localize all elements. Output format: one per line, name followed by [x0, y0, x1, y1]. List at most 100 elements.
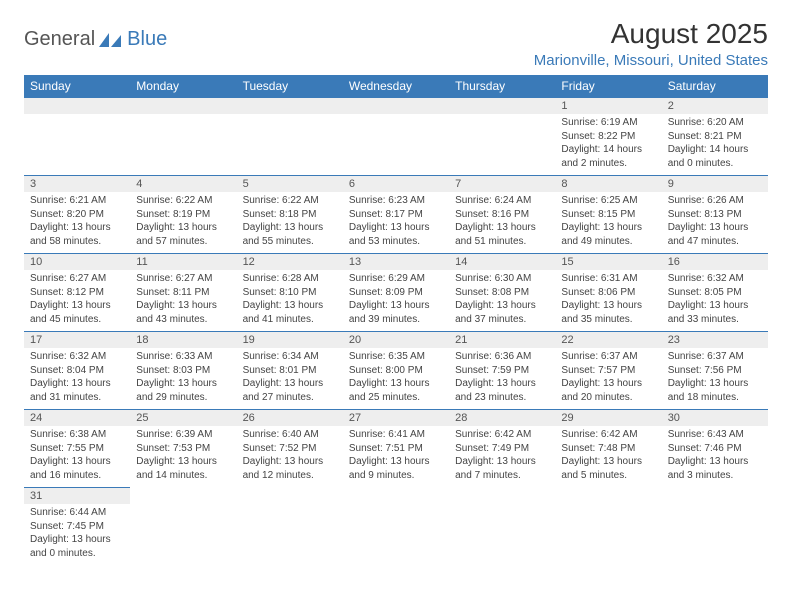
day-details: Sunrise: 6:22 AMSunset: 8:19 PMDaylight:…: [130, 192, 236, 252]
sunset-text: Sunset: 8:15 PM: [561, 208, 655, 222]
sunset-text: Sunset: 8:16 PM: [455, 208, 549, 222]
calendar-day-cell: 29Sunrise: 6:42 AMSunset: 7:48 PMDayligh…: [555, 410, 661, 488]
calendar-day-cell: [662, 488, 768, 566]
weekday-header: Monday: [130, 75, 236, 98]
daylight-text: Daylight: 13 hours and 7 minutes.: [455, 455, 549, 482]
day-details: Sunrise: 6:30 AMSunset: 8:08 PMDaylight:…: [449, 270, 555, 330]
calendar-day-cell: 3Sunrise: 6:21 AMSunset: 8:20 PMDaylight…: [24, 176, 130, 254]
daylight-text: Daylight: 13 hours and 23 minutes.: [455, 377, 549, 404]
day-details: Sunrise: 6:27 AMSunset: 8:11 PMDaylight:…: [130, 270, 236, 330]
day-number: 11: [130, 254, 236, 270]
day-details: Sunrise: 6:35 AMSunset: 8:00 PMDaylight:…: [343, 348, 449, 408]
sunset-text: Sunset: 8:09 PM: [349, 286, 443, 300]
calendar-week-row: 10Sunrise: 6:27 AMSunset: 8:12 PMDayligh…: [24, 254, 768, 332]
sunrise-text: Sunrise: 6:29 AM: [349, 272, 443, 286]
day-number: 19: [237, 332, 343, 348]
calendar-week-row: 31Sunrise: 6:44 AMSunset: 7:45 PMDayligh…: [24, 488, 768, 566]
sunrise-text: Sunrise: 6:32 AM: [30, 350, 124, 364]
day-number: 24: [24, 410, 130, 426]
day-details: Sunrise: 6:39 AMSunset: 7:53 PMDaylight:…: [130, 426, 236, 486]
calendar-header-row: SundayMondayTuesdayWednesdayThursdayFrid…: [24, 75, 768, 98]
calendar-day-cell: 30Sunrise: 6:43 AMSunset: 7:46 PMDayligh…: [662, 410, 768, 488]
sunrise-text: Sunrise: 6:23 AM: [349, 194, 443, 208]
day-details: Sunrise: 6:20 AMSunset: 8:21 PMDaylight:…: [662, 114, 768, 174]
sunrise-text: Sunrise: 6:33 AM: [136, 350, 230, 364]
daylight-text: Daylight: 13 hours and 5 minutes.: [561, 455, 655, 482]
calendar-day-cell: 22Sunrise: 6:37 AMSunset: 7:57 PMDayligh…: [555, 332, 661, 410]
calendar-day-cell: 20Sunrise: 6:35 AMSunset: 8:00 PMDayligh…: [343, 332, 449, 410]
day-details: Sunrise: 6:36 AMSunset: 7:59 PMDaylight:…: [449, 348, 555, 408]
day-number: 10: [24, 254, 130, 270]
calendar-day-cell: 16Sunrise: 6:32 AMSunset: 8:05 PMDayligh…: [662, 254, 768, 332]
day-details: Sunrise: 6:29 AMSunset: 8:09 PMDaylight:…: [343, 270, 449, 330]
day-number: 17: [24, 332, 130, 348]
day-number: 25: [130, 410, 236, 426]
sunset-text: Sunset: 8:22 PM: [561, 130, 655, 144]
day-details: Sunrise: 6:32 AMSunset: 8:04 PMDaylight:…: [24, 348, 130, 408]
day-details: Sunrise: 6:40 AMSunset: 7:52 PMDaylight:…: [237, 426, 343, 486]
day-details: Sunrise: 6:21 AMSunset: 8:20 PMDaylight:…: [24, 192, 130, 252]
calendar-day-cell: [237, 98, 343, 176]
day-number: 30: [662, 410, 768, 426]
sunset-text: Sunset: 8:06 PM: [561, 286, 655, 300]
calendar-day-cell: 18Sunrise: 6:33 AMSunset: 8:03 PMDayligh…: [130, 332, 236, 410]
day-details: Sunrise: 6:41 AMSunset: 7:51 PMDaylight:…: [343, 426, 449, 486]
day-number: 3: [24, 176, 130, 192]
day-number: 6: [343, 176, 449, 192]
daylight-text: Daylight: 13 hours and 29 minutes.: [136, 377, 230, 404]
day-number: 31: [24, 488, 130, 504]
day-details: Sunrise: 6:31 AMSunset: 8:06 PMDaylight:…: [555, 270, 661, 330]
brand-text-blue: Blue: [127, 28, 167, 51]
day-number: 15: [555, 254, 661, 270]
calendar-day-cell: [343, 98, 449, 176]
sunset-text: Sunset: 7:49 PM: [455, 442, 549, 456]
calendar-day-cell: 4Sunrise: 6:22 AMSunset: 8:19 PMDaylight…: [130, 176, 236, 254]
calendar-day-cell: 13Sunrise: 6:29 AMSunset: 8:09 PMDayligh…: [343, 254, 449, 332]
daylight-text: Daylight: 13 hours and 12 minutes.: [243, 455, 337, 482]
sunrise-text: Sunrise: 6:34 AM: [243, 350, 337, 364]
day-number: 28: [449, 410, 555, 426]
calendar-body: 1Sunrise: 6:19 AMSunset: 8:22 PMDaylight…: [24, 98, 768, 566]
day-details: Sunrise: 6:24 AMSunset: 8:16 PMDaylight:…: [449, 192, 555, 252]
calendar-day-cell: 17Sunrise: 6:32 AMSunset: 8:04 PMDayligh…: [24, 332, 130, 410]
sunset-text: Sunset: 8:11 PM: [136, 286, 230, 300]
sunset-text: Sunset: 8:10 PM: [243, 286, 337, 300]
daylight-text: Daylight: 13 hours and 58 minutes.: [30, 221, 124, 248]
sunset-text: Sunset: 7:55 PM: [30, 442, 124, 456]
day-details: Sunrise: 6:23 AMSunset: 8:17 PMDaylight:…: [343, 192, 449, 252]
sunset-text: Sunset: 7:57 PM: [561, 364, 655, 378]
sunrise-text: Sunrise: 6:25 AM: [561, 194, 655, 208]
day-number: 26: [237, 410, 343, 426]
sunrise-text: Sunrise: 6:19 AM: [561, 116, 655, 130]
calendar-day-cell: [130, 98, 236, 176]
calendar-day-cell: 12Sunrise: 6:28 AMSunset: 8:10 PMDayligh…: [237, 254, 343, 332]
day-details: Sunrise: 6:38 AMSunset: 7:55 PMDaylight:…: [24, 426, 130, 486]
sunset-text: Sunset: 7:56 PM: [668, 364, 762, 378]
calendar-day-cell: 15Sunrise: 6:31 AMSunset: 8:06 PMDayligh…: [555, 254, 661, 332]
day-details: Sunrise: 6:37 AMSunset: 7:56 PMDaylight:…: [662, 348, 768, 408]
brand-logo: General Blue: [24, 18, 167, 51]
sunrise-text: Sunrise: 6:32 AM: [668, 272, 762, 286]
daylight-text: Daylight: 13 hours and 3 minutes.: [668, 455, 762, 482]
sunset-text: Sunset: 8:12 PM: [30, 286, 124, 300]
daylight-text: Daylight: 13 hours and 55 minutes.: [243, 221, 337, 248]
daylight-text: Daylight: 14 hours and 0 minutes.: [668, 143, 762, 170]
day-number: 18: [130, 332, 236, 348]
daylight-text: Daylight: 13 hours and 39 minutes.: [349, 299, 443, 326]
daylight-text: Daylight: 13 hours and 45 minutes.: [30, 299, 124, 326]
calendar-day-cell: 23Sunrise: 6:37 AMSunset: 7:56 PMDayligh…: [662, 332, 768, 410]
day-number: 29: [555, 410, 661, 426]
calendar-day-cell: 9Sunrise: 6:26 AMSunset: 8:13 PMDaylight…: [662, 176, 768, 254]
daylight-text: Daylight: 13 hours and 0 minutes.: [30, 533, 124, 560]
day-number: [449, 98, 555, 114]
sunset-text: Sunset: 8:21 PM: [668, 130, 762, 144]
day-number: 16: [662, 254, 768, 270]
calendar-day-cell: 31Sunrise: 6:44 AMSunset: 7:45 PMDayligh…: [24, 488, 130, 566]
calendar-day-cell: [237, 488, 343, 566]
day-number: 9: [662, 176, 768, 192]
calendar-day-cell: 8Sunrise: 6:25 AMSunset: 8:15 PMDaylight…: [555, 176, 661, 254]
day-number: 21: [449, 332, 555, 348]
day-details: Sunrise: 6:32 AMSunset: 8:05 PMDaylight:…: [662, 270, 768, 330]
calendar-day-cell: 2Sunrise: 6:20 AMSunset: 8:21 PMDaylight…: [662, 98, 768, 176]
daylight-text: Daylight: 13 hours and 43 minutes.: [136, 299, 230, 326]
